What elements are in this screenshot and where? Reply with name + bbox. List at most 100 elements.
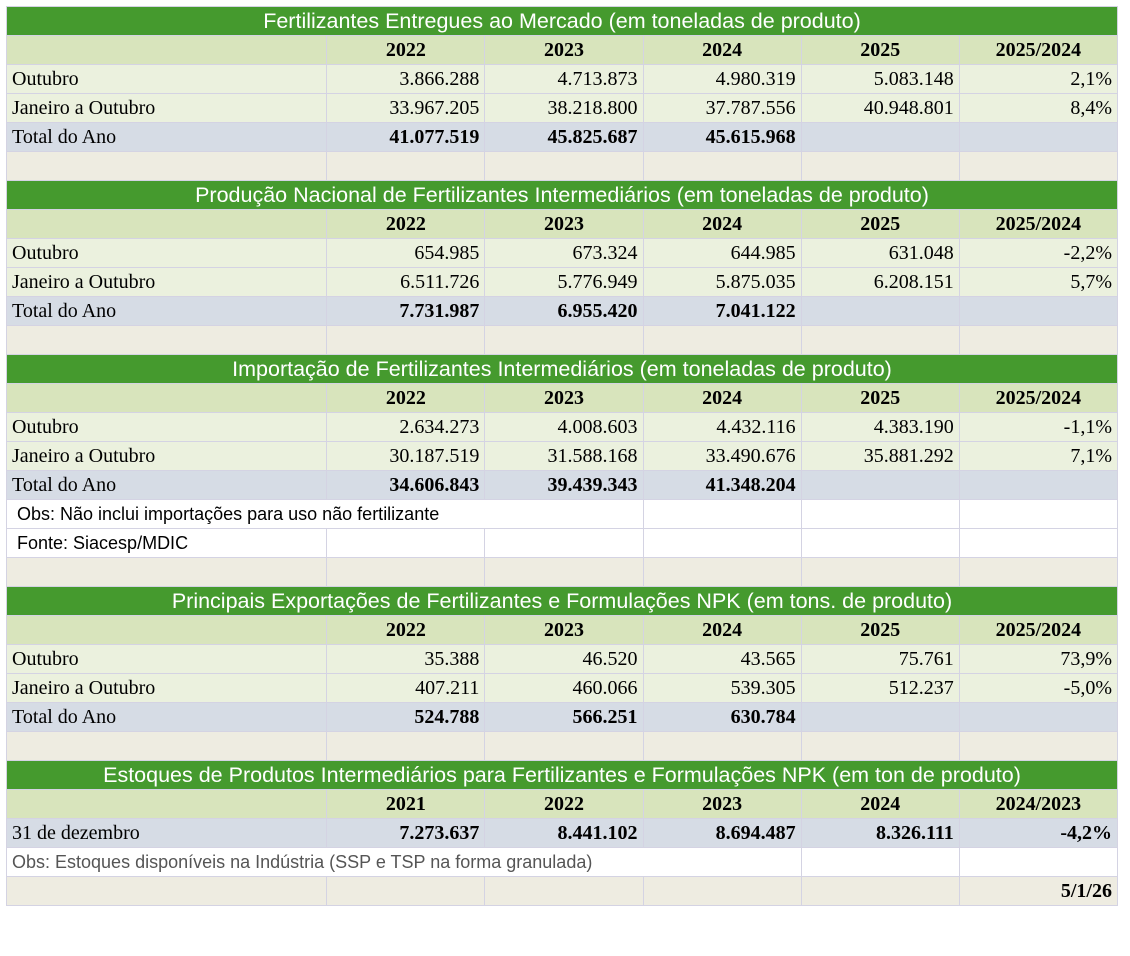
value-cell: 43.565 bbox=[642, 644, 802, 674]
source-note: Fonte: Siacesp/MDIC bbox=[5, 528, 328, 558]
value-cell: 38.218.800 bbox=[484, 93, 644, 123]
empty-cell bbox=[326, 876, 486, 906]
value-cell: 37.787.556 bbox=[642, 93, 802, 123]
value-cell: 40.948.801 bbox=[800, 93, 960, 123]
empty-cell bbox=[326, 325, 486, 355]
value-cell: 6.208.151 bbox=[800, 267, 960, 297]
row-label: Outubro bbox=[5, 238, 328, 268]
total-row: Total do Ano 7.731.987 6.955.420 7.041.122 bbox=[5, 296, 1119, 326]
column-header: 2025 bbox=[800, 615, 960, 645]
column-header: 2025 bbox=[800, 35, 960, 65]
empty-cell bbox=[326, 151, 486, 181]
empty-cell bbox=[484, 151, 644, 181]
row-label: Janeiro a Outubro bbox=[5, 93, 328, 123]
column-header: 2023 bbox=[484, 209, 644, 239]
total-cell bbox=[958, 470, 1119, 500]
value-cell: 33.490.676 bbox=[642, 441, 802, 471]
stock-value-cell: -4,2% bbox=[958, 818, 1119, 848]
value-cell: -1,1% bbox=[958, 412, 1119, 442]
value-cell: 5,7% bbox=[958, 267, 1119, 297]
value-cell: 31.588.168 bbox=[484, 441, 644, 471]
table-row: Outubro 2.634.273 4.008.603 4.432.116 4.383.… bbox=[5, 412, 1119, 442]
total-cell bbox=[800, 702, 960, 732]
value-cell: 539.305 bbox=[642, 673, 802, 703]
row-label: Outubro bbox=[5, 412, 328, 442]
empty-cell bbox=[642, 731, 802, 761]
section-title-row: Importação de Fertilizantes Intermediári… bbox=[6, 354, 1118, 384]
empty-cell bbox=[958, 528, 1119, 558]
empty-cell bbox=[800, 847, 960, 877]
empty-cell bbox=[326, 557, 486, 587]
value-cell: 673.324 bbox=[484, 238, 644, 268]
empty-cell bbox=[484, 731, 644, 761]
spacer-row bbox=[5, 731, 1119, 761]
column-header: 2025/2024 bbox=[958, 35, 1119, 65]
column-header: 2024 bbox=[642, 35, 802, 65]
date-stamp: 5/1/26 bbox=[958, 876, 1119, 906]
total-cell: 7.731.987 bbox=[326, 296, 486, 326]
table-row: Outubro 654.985 673.324 644.985 631.048 -2,2% bbox=[5, 238, 1119, 268]
total-cell: 7.041.122 bbox=[642, 296, 802, 326]
empty-cell bbox=[484, 325, 644, 355]
value-cell: 35.881.292 bbox=[800, 441, 960, 471]
header-label-cell bbox=[5, 789, 328, 819]
empty-cell bbox=[5, 325, 328, 355]
total-cell: 41.077.519 bbox=[326, 122, 486, 152]
section-title: Produção Nacional de Fertilizantes Inter… bbox=[6, 180, 1118, 210]
value-cell: 30.187.519 bbox=[326, 441, 486, 471]
column-header: 2024/2023 bbox=[958, 789, 1119, 819]
section-title-row: Produção Nacional de Fertilizantes Inter… bbox=[6, 180, 1118, 210]
column-header: 2022 bbox=[326, 209, 486, 239]
empty-cell bbox=[5, 731, 328, 761]
empty-cell bbox=[642, 876, 802, 906]
stock-value-cell: 7.273.637 bbox=[326, 818, 486, 848]
column-header: 2025/2024 bbox=[958, 209, 1119, 239]
header-label-cell bbox=[5, 35, 328, 65]
section-title: Importação de Fertilizantes Intermediári… bbox=[6, 354, 1118, 384]
section-title: Principais Exportações de Fertilizantes … bbox=[6, 586, 1118, 616]
value-cell: 35.388 bbox=[326, 644, 486, 674]
table-row: Outubro 3.866.288 4.713.873 4.980.319 5.083.… bbox=[5, 64, 1119, 94]
value-cell: -2,2% bbox=[958, 238, 1119, 268]
column-header: 2023 bbox=[484, 615, 644, 645]
header-label-cell bbox=[5, 383, 328, 413]
total-cell bbox=[800, 122, 960, 152]
header-row: 2022 2023 2024 2025 2025/2024 bbox=[5, 383, 1119, 413]
column-header: 2022 bbox=[484, 789, 644, 819]
column-header: 2023 bbox=[642, 789, 802, 819]
value-cell: -5,0% bbox=[958, 673, 1119, 703]
spacer-row bbox=[5, 325, 1119, 355]
row-label: Outubro bbox=[5, 64, 328, 94]
empty-cell bbox=[484, 876, 644, 906]
column-header: 2023 bbox=[484, 35, 644, 65]
total-cell: 45.615.968 bbox=[642, 122, 802, 152]
spacer-row bbox=[5, 151, 1119, 181]
column-header: 2021 bbox=[326, 789, 486, 819]
empty-cell bbox=[642, 557, 802, 587]
total-cell bbox=[958, 122, 1119, 152]
total-cell bbox=[958, 296, 1119, 326]
table-row: Janeiro a Outubro 407.211 460.066 539.305 51… bbox=[5, 673, 1119, 703]
section-title-row: Estoques de Produtos Intermediários para… bbox=[6, 760, 1118, 790]
empty-cell bbox=[958, 499, 1119, 529]
empty-cell bbox=[958, 151, 1119, 181]
value-cell: 46.520 bbox=[484, 644, 644, 674]
row-label: Janeiro a Outubro bbox=[5, 267, 328, 297]
value-cell: 654.985 bbox=[326, 238, 486, 268]
empty-cell bbox=[800, 731, 960, 761]
empty-cell bbox=[5, 876, 328, 906]
total-row: Total do Ano 524.788 566.251 630.784 bbox=[5, 702, 1119, 732]
value-cell: 460.066 bbox=[484, 673, 644, 703]
value-cell: 75.761 bbox=[800, 644, 960, 674]
row-label: Outubro bbox=[5, 644, 328, 674]
date-row: 5/1/26 bbox=[5, 876, 1119, 906]
value-cell: 2,1% bbox=[958, 64, 1119, 94]
column-header: 2024 bbox=[642, 383, 802, 413]
empty-cell bbox=[800, 557, 960, 587]
total-cell: 34.606.843 bbox=[326, 470, 486, 500]
empty-cell bbox=[642, 499, 802, 529]
source-row: Fonte: Siacesp/MDIC bbox=[5, 528, 1119, 558]
note-row: Obs: Não inclui importações para uso não… bbox=[6, 499, 1119, 529]
column-header: 2022 bbox=[326, 615, 486, 645]
total-cell bbox=[958, 702, 1119, 732]
